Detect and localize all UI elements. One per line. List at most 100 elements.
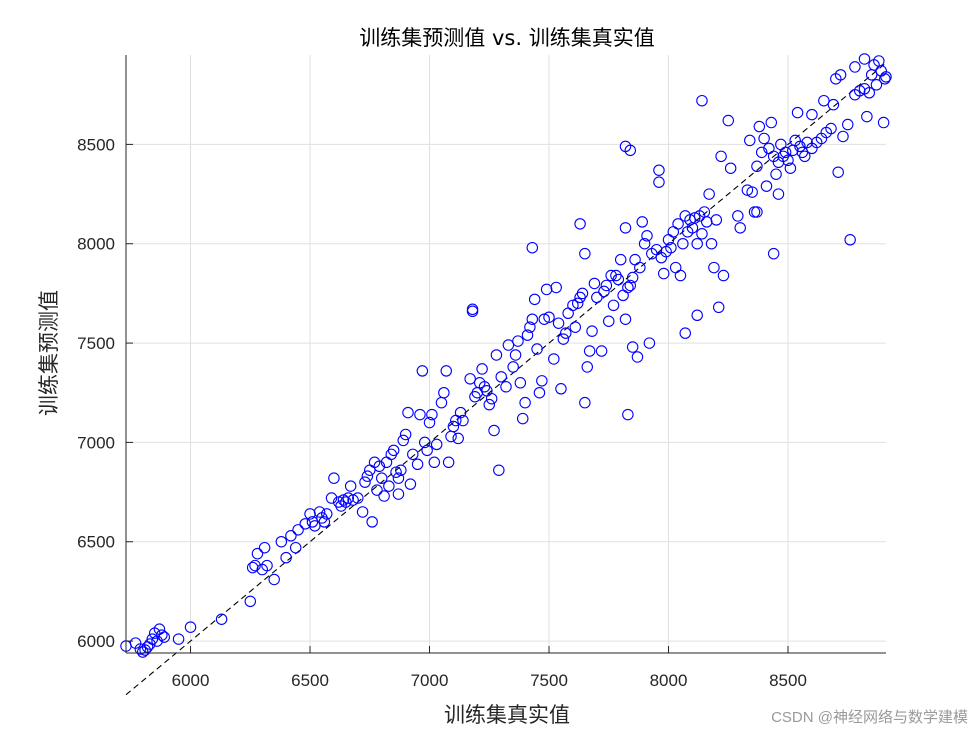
data-point — [672, 218, 684, 230]
chart-title: 训练集预测值 vs. 训练集真实值 — [359, 26, 654, 50]
data-point — [653, 176, 665, 188]
data-point — [249, 559, 261, 572]
x-tick-labels: 6000 6500 7000 7500 8000 8500 — [172, 671, 807, 690]
data-point — [861, 110, 873, 123]
data-point — [669, 261, 682, 274]
data-point — [392, 488, 405, 500]
data-point — [414, 408, 426, 421]
data-point — [667, 226, 680, 238]
data-point — [849, 61, 861, 73]
data-point — [612, 273, 625, 286]
data-point — [251, 547, 264, 560]
data-point — [387, 444, 400, 457]
data-point — [507, 361, 519, 373]
data-point — [495, 371, 507, 383]
data-point — [595, 345, 608, 357]
data-point — [832, 166, 844, 178]
data-point — [313, 506, 326, 518]
data-point — [184, 621, 197, 633]
data-point — [755, 146, 768, 159]
data-point — [588, 277, 601, 290]
data-point — [703, 188, 715, 200]
data-point — [540, 283, 553, 296]
data-point — [636, 216, 648, 228]
data-point — [428, 456, 441, 469]
data-point — [674, 269, 687, 282]
data-point — [519, 396, 531, 409]
data-point — [347, 494, 359, 506]
data-point — [430, 438, 443, 451]
data-point — [825, 122, 837, 135]
data-point — [586, 325, 598, 337]
data-point — [605, 269, 617, 282]
data-point — [524, 321, 536, 333]
data-point — [559, 327, 572, 339]
data-point — [550, 281, 562, 294]
data-point — [375, 472, 388, 484]
data-point — [421, 444, 433, 457]
data-point — [837, 130, 849, 143]
data-point — [607, 299, 620, 312]
data-point — [426, 408, 438, 421]
x-tick-label: 6500 — [291, 671, 329, 690]
data-point — [352, 492, 364, 504]
data-point — [536, 375, 548, 387]
data-point — [741, 184, 754, 196]
data-point — [751, 160, 763, 173]
data-point — [392, 472, 405, 484]
data-point — [158, 631, 170, 643]
data-point — [411, 458, 424, 471]
data-point — [622, 408, 634, 421]
data-point — [631, 351, 644, 363]
data-point — [614, 253, 627, 266]
data-point — [863, 86, 876, 99]
data-point — [770, 168, 782, 180]
data-point — [571, 297, 584, 310]
data-point — [696, 94, 708, 107]
data-point — [619, 313, 632, 325]
data-point — [579, 247, 591, 260]
data-point — [447, 420, 460, 433]
data-point — [521, 329, 534, 341]
data-point — [258, 541, 271, 554]
data-point — [488, 424, 500, 437]
data-point — [691, 309, 703, 322]
data-point — [679, 327, 691, 339]
data-point — [722, 114, 735, 127]
data-point — [318, 516, 331, 528]
data-point — [344, 480, 357, 492]
data-point — [865, 69, 878, 81]
data-point — [364, 464, 376, 476]
data-point — [476, 363, 488, 375]
x-tick-label: 6000 — [172, 671, 210, 690]
data-point — [842, 118, 854, 131]
data-point — [531, 343, 543, 355]
data-point — [509, 349, 522, 361]
data-point — [617, 289, 629, 302]
data-point — [701, 216, 713, 228]
data-point — [493, 464, 505, 476]
data-point — [454, 406, 467, 419]
data-point — [321, 508, 333, 520]
data-point — [579, 396, 591, 409]
data-point — [471, 386, 484, 399]
data-point — [581, 361, 594, 373]
data-point — [502, 339, 515, 351]
data-point — [677, 237, 689, 250]
data-point — [684, 214, 696, 226]
x-tick-label: 8000 — [650, 671, 688, 690]
data-point — [626, 341, 639, 353]
data-point — [619, 222, 632, 234]
data-point — [356, 506, 369, 518]
data-point — [452, 432, 464, 445]
data-point — [438, 386, 450, 399]
data-point — [689, 212, 701, 224]
data-point — [734, 222, 746, 234]
data-point — [404, 478, 417, 490]
data-point — [490, 349, 503, 361]
data-point — [751, 206, 763, 218]
data-points — [120, 53, 892, 658]
data-point — [708, 261, 720, 274]
data-point — [146, 633, 159, 645]
data-point — [653, 164, 665, 176]
